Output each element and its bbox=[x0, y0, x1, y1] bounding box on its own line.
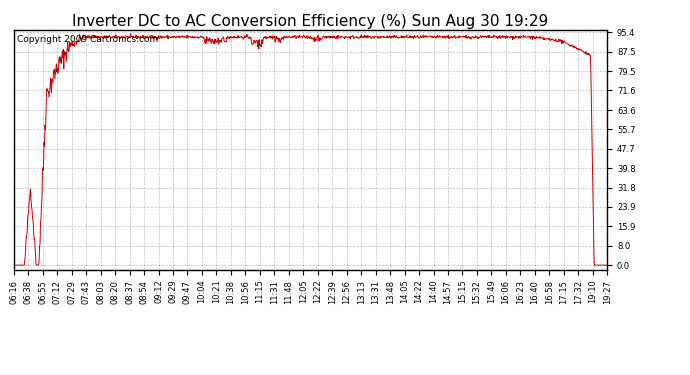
Text: Copyright 2009 Cartronics.com: Copyright 2009 Cartronics.com bbox=[17, 35, 158, 44]
Title: Inverter DC to AC Conversion Efficiency (%) Sun Aug 30 19:29: Inverter DC to AC Conversion Efficiency … bbox=[72, 14, 549, 29]
